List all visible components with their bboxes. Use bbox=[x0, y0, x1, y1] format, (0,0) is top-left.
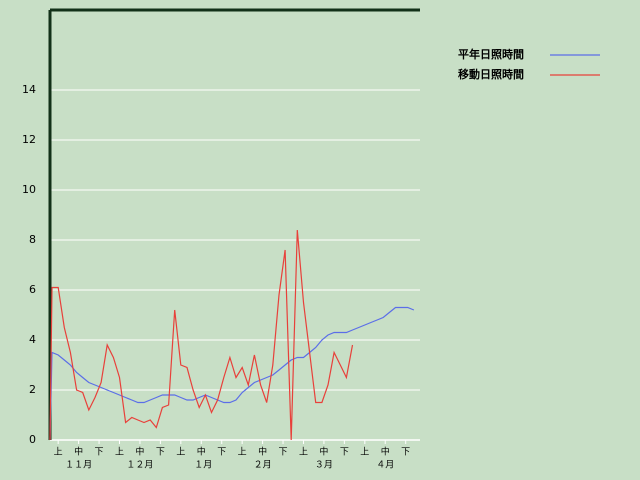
month-label: １１月 bbox=[65, 460, 92, 471]
series-line bbox=[49, 306, 415, 441]
x-tick-label: 中 bbox=[381, 446, 390, 458]
y-tick-label: 4 bbox=[29, 333, 36, 346]
y-tick-label: 2 bbox=[29, 383, 36, 396]
x-tick-label: 中 bbox=[74, 446, 83, 458]
y-tick-label: 10 bbox=[22, 183, 36, 196]
x-tick-label: 中 bbox=[197, 446, 206, 458]
y-tick-label: 14 bbox=[22, 83, 36, 96]
y-tick-label: 0 bbox=[29, 433, 36, 446]
x-tick-label: 上 bbox=[360, 447, 369, 458]
x-tick-label: 下 bbox=[95, 448, 104, 458]
series-line bbox=[49, 229, 354, 441]
x-tick-label: 上 bbox=[115, 447, 124, 458]
x-tick-label: 中 bbox=[135, 446, 144, 458]
month-label: ３月 bbox=[315, 460, 333, 471]
legend-label: 移動日照時間 bbox=[458, 67, 524, 81]
x-tick-label: 上 bbox=[176, 447, 185, 458]
y-tick-label: 8 bbox=[29, 233, 36, 246]
x-tick-label: 下 bbox=[279, 448, 288, 458]
x-tick-label: 上 bbox=[299, 447, 308, 458]
x-tick-label: 下 bbox=[340, 448, 349, 458]
month-label: ４月 bbox=[376, 460, 394, 471]
month-label: ２月 bbox=[254, 460, 272, 471]
month-label: １２月 bbox=[126, 460, 153, 471]
y-tick-label: 6 bbox=[29, 283, 36, 296]
x-tick-label: 下 bbox=[217, 448, 226, 458]
x-tick-label: 下 bbox=[156, 448, 165, 458]
x-tick-label: 中 bbox=[258, 446, 267, 458]
x-tick-label: 中 bbox=[319, 446, 328, 458]
month-label: １月 bbox=[194, 460, 212, 471]
legend-label: 平年日照時間 bbox=[458, 47, 524, 61]
y-tick-label: 12 bbox=[22, 133, 36, 146]
x-tick-label: 上 bbox=[54, 447, 63, 458]
x-tick-label: 下 bbox=[401, 448, 410, 458]
x-tick-label: 上 bbox=[238, 447, 247, 458]
